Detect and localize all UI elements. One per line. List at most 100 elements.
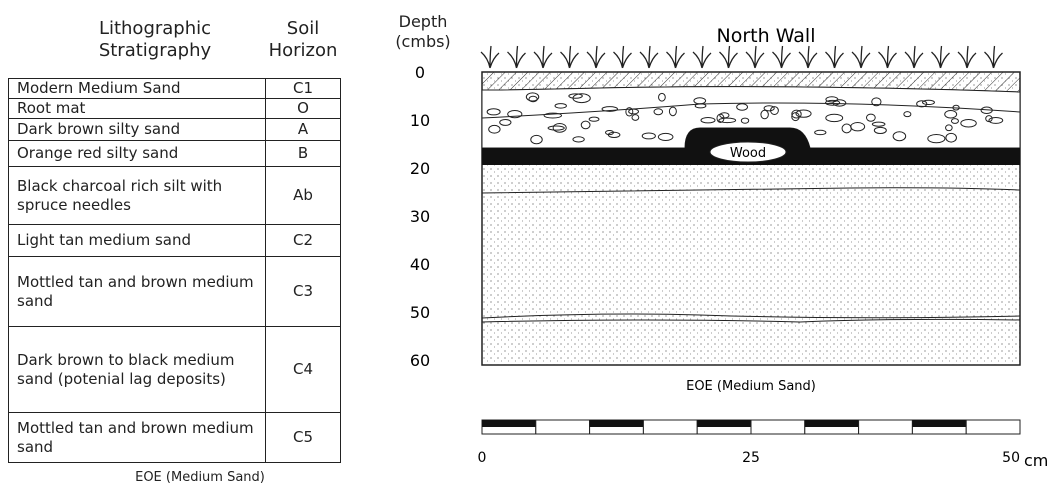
legend-row: Root mat O [8,98,341,119]
scale-bar: 0 25 50 cm [478,419,1048,470]
depth-tick: 0 [415,63,425,82]
gravel-clast [960,118,977,128]
gravel-clast [528,95,538,103]
legend-row: Dark brown silty sand A [8,118,341,141]
scale-segment-fill [804,420,859,427]
grass-tuft [613,45,632,69]
scale-tick: 0 [478,450,487,466]
depth-label: Depth (cmbs) [395,12,451,51]
scale-segment-fill [589,420,644,427]
grass-tuft [666,45,685,69]
gravel-clast [980,106,993,115]
grass-tuft [533,45,553,69]
grass-tuft [851,45,871,69]
gravel-clast [832,99,847,107]
lithology: Dark brown to black medium sand (potenia… [8,326,266,413]
gravel-clast [588,116,600,122]
grass-tuft [984,45,1003,69]
gravel-clast [543,112,563,119]
grass-tuft [772,45,791,69]
gravel-clast [865,113,876,122]
gravel-clast [718,117,737,124]
grass-tuft [931,45,950,69]
grass [480,45,1003,69]
depth-tick: 20 [410,159,430,178]
gravel-clast [795,109,812,118]
profile-title: North Wall [717,25,816,47]
scale-segment [535,419,591,435]
gravel-clast [985,115,993,123]
grass-tuft [586,45,606,69]
scale-unit: cm [1024,451,1048,470]
scale-segment-fill [482,420,536,427]
legend-row: Mottled tan and brown medium sand C3 [8,256,341,327]
gravel-clast [525,92,540,102]
gravel-clast [657,132,674,142]
lithology: Modern Medium Sand [8,78,266,99]
gravel-clast [641,132,656,140]
depth-tick: 40 [410,255,430,274]
gravel-clast [736,103,749,111]
legend-row: Modern Medium Sand C1 [8,78,341,99]
scale-tick: 50 [1002,450,1020,466]
gravel-clast [825,113,844,123]
gravel-clast [988,116,1004,124]
depth-tick: 30 [410,207,430,226]
gravel-clast [552,122,567,133]
grass-tuft [825,45,844,69]
legend-row: Light tan medium sand C2 [8,224,341,257]
soil-horizon: C5 [265,412,341,463]
base-label: EOE (Medium Sand) [686,379,816,394]
gravel-clast [791,109,802,119]
gravel-clast [668,106,677,117]
gravel-clast [814,129,827,136]
layer-line [481,187,1021,194]
grass-tuft [480,45,500,69]
gravel-clast [945,124,953,132]
scale-segment [965,419,1021,435]
legend-row: Dark brown to black medium sand (potenia… [8,326,341,413]
scale-segment-fill [697,420,751,427]
depth-tick: 50 [410,303,430,322]
grass-tuft [904,45,924,69]
gravel-clast [791,112,800,122]
depth-tick: 60 [410,351,430,370]
gravel-clast [922,99,935,106]
gravel-clast [572,136,585,143]
legend-header: Lithographic Stratigraphy [98,18,212,61]
grass-tuft [957,45,977,69]
gravel-clast [658,92,666,102]
lithology: Mottled tan and brown medium sand [8,412,266,463]
legend-header: Soil Horizon [268,18,338,61]
gravel-clast [653,108,664,116]
lithology: Mottled tan and brown medium sand [8,256,266,327]
grass-tuft [745,45,765,69]
grass-tuft [507,45,526,69]
gravel-clast [944,110,958,119]
gravel-clast [763,105,775,112]
grass-tuft [719,45,738,69]
soil-horizon: C4 [265,326,341,413]
grass-tuft [560,45,579,69]
gravel-clast [825,99,841,106]
gravel-clast [945,132,957,143]
gravel-clast [740,117,750,124]
gravel-clast [625,107,634,117]
gravel-clast [927,133,946,144]
scale-segment [642,419,698,435]
gravel-clast [873,126,887,135]
gravel [486,92,1004,145]
lithology: Orange red silty sand [8,140,266,167]
gravel-clast [604,129,615,136]
depth-tick: 10 [410,111,430,130]
grass-tuft [639,45,659,69]
gravel-clast [950,118,959,124]
gravel-clast [952,104,960,111]
legend-table: Modern Medium Sand C1 Root mat O Dark brown … [8,78,341,463]
gravel-clast [568,93,583,99]
wood-label: Wood [730,146,766,161]
scale-tick: 25 [742,450,760,466]
gravel-clast [903,111,912,118]
